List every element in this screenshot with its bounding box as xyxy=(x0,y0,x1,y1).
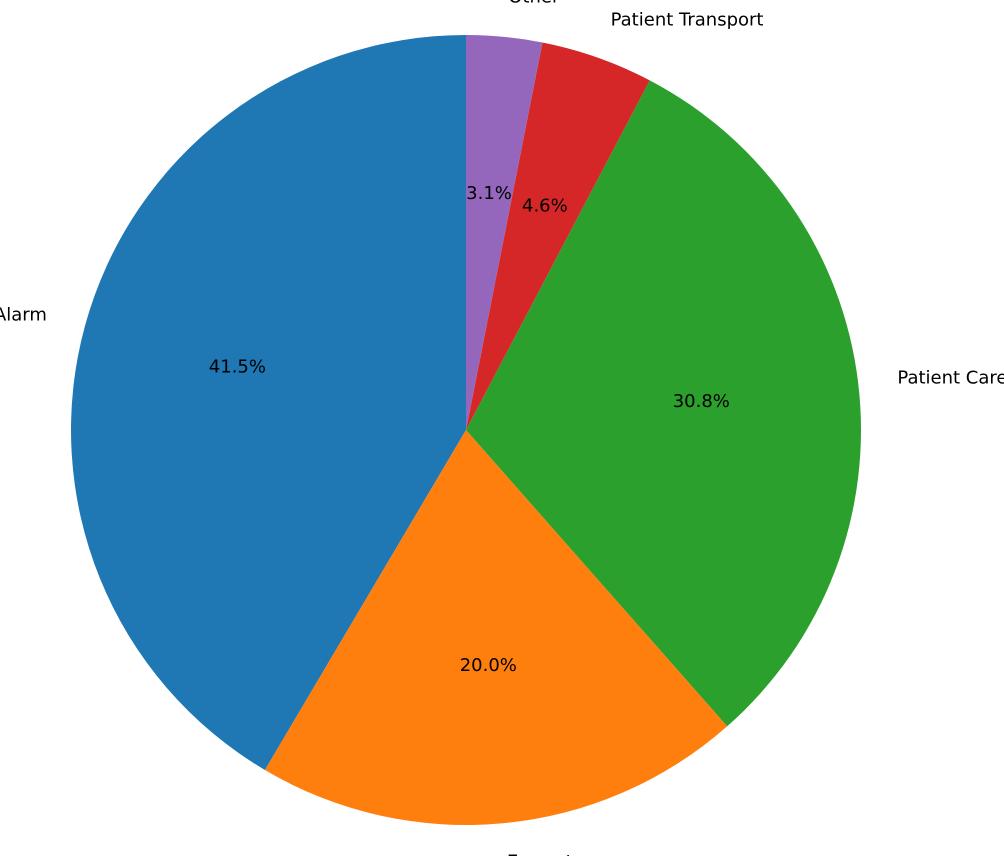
value-label: 3.1% xyxy=(466,183,512,204)
value-label: 30.8% xyxy=(673,391,730,412)
value-label: 4.6% xyxy=(522,196,568,217)
slice-label: Other xyxy=(508,0,560,8)
slice-label: Alarm xyxy=(0,304,47,325)
pie-slice xyxy=(466,35,543,430)
pie-slice xyxy=(466,42,650,431)
slice-label: En-route xyxy=(507,852,584,856)
value-label: 20.0% xyxy=(460,655,517,676)
slice-label: Patient Care xyxy=(897,367,1004,388)
value-label: 41.5% xyxy=(209,356,266,377)
pie-slice xyxy=(466,80,861,727)
pie-slice xyxy=(70,35,467,770)
slice-label: Patient Transport xyxy=(611,9,764,30)
pie-slice xyxy=(264,430,728,826)
